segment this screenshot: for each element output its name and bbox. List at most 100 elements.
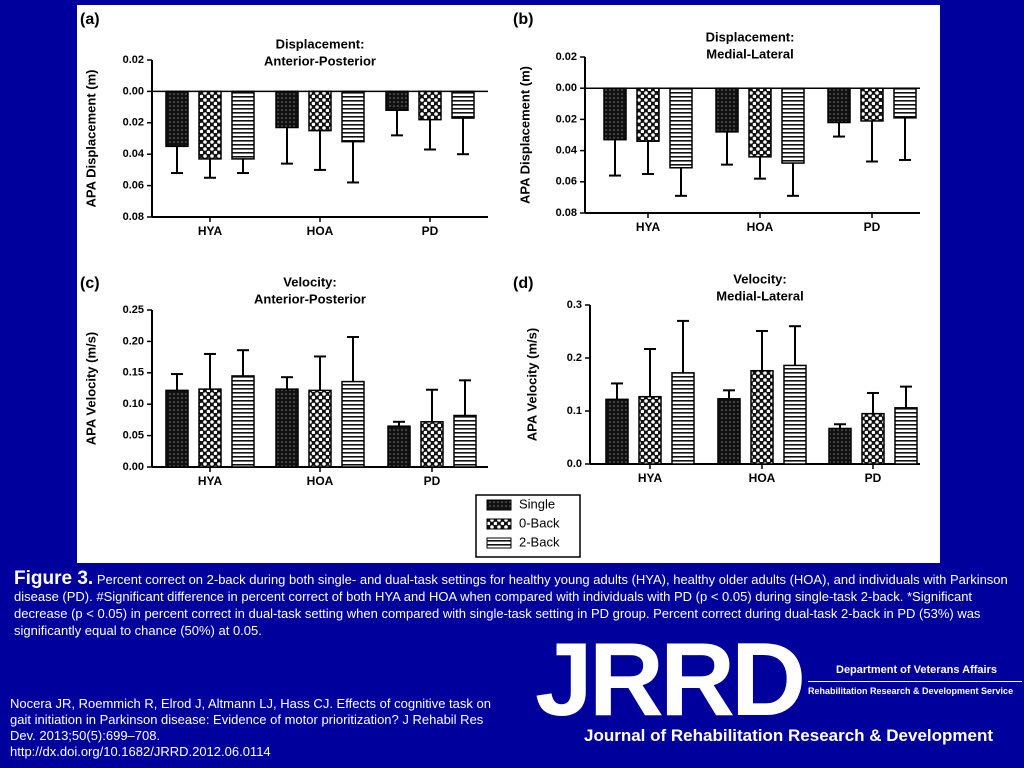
y-tick-label: 0.02	[123, 54, 144, 66]
y-tick-label: 0.00	[123, 85, 144, 97]
y-tick-label: 0.00	[123, 461, 144, 473]
bar	[165, 389, 189, 468]
y-tick-label: 0.15	[123, 367, 144, 379]
bar	[451, 90, 475, 119]
x-tick-label: HYA	[636, 220, 661, 234]
x-tick-label: HYA	[198, 474, 223, 488]
x-tick-label: HOA	[749, 471, 776, 485]
chart-title: Medial-Lateral	[716, 288, 803, 303]
y-axis-label: APA Displacement (m)	[517, 66, 532, 204]
bar	[341, 380, 365, 468]
bar	[308, 389, 332, 468]
bar	[671, 372, 695, 465]
logo-mark: JRRD	[535, 622, 806, 738]
panel-label: (d)	[513, 275, 533, 292]
chart-title: Displacement:	[706, 29, 795, 44]
logo-department: Department of Veterans Affairs	[836, 664, 997, 676]
x-tick-label: PD	[424, 474, 441, 488]
x-tick-label: HYA	[198, 224, 223, 238]
x-tick-label: PD	[865, 471, 882, 485]
y-tick-label: 0.10	[123, 398, 144, 410]
x-tick-label: HOA	[307, 474, 334, 488]
bar	[418, 90, 442, 121]
bar	[453, 414, 477, 468]
bar	[231, 375, 255, 468]
citation-doi: http://dx.doi.org/10.1682/JRRD.2012.06.0…	[10, 744, 271, 759]
bar	[387, 425, 411, 468]
logo-service: Rehabilitation Research & Development Se…	[808, 686, 1014, 696]
caption-text: Percent correct on 2-back during both si…	[14, 572, 1008, 638]
citation-text: Nocera JR, Roemmich R, Elrod J, Altmann …	[10, 696, 491, 743]
bar	[275, 388, 299, 468]
bar	[750, 369, 774, 465]
y-axis-label: APA Velocity (m/s)	[524, 328, 539, 441]
y-tick-label: 0.02	[123, 117, 144, 129]
bar	[165, 90, 189, 148]
bar	[717, 398, 741, 465]
bar	[636, 87, 660, 142]
chart-title: Anterior-Posterior	[254, 291, 366, 306]
bar	[231, 90, 255, 160]
bar	[669, 87, 693, 169]
bar	[748, 87, 772, 158]
caption-heading: Figure 3.	[14, 568, 94, 589]
legend-label: Single	[519, 496, 555, 511]
y-tick-label: 0.04	[556, 145, 578, 157]
y-tick-label: 0.06	[123, 180, 144, 192]
bar	[828, 427, 852, 465]
bar	[861, 412, 885, 465]
citation: Nocera JR, Roemmich R, Elrod J, Altmann …	[10, 696, 510, 760]
x-tick-label: HYA	[638, 471, 663, 485]
y-tick-label: 0.08	[123, 211, 144, 223]
panel-label: (c)	[80, 275, 100, 292]
bar	[198, 388, 222, 468]
y-tick-label: 0.08	[556, 207, 577, 219]
chart: (c) Velocity: Anterior-Posterior APA Veloci…	[80, 274, 488, 488]
y-tick-label: 0.25	[123, 304, 144, 316]
bar	[308, 90, 332, 132]
bar	[638, 395, 662, 465]
bar	[893, 87, 917, 119]
chart-title: Velocity:	[283, 274, 336, 289]
chart: (d) Velocity: Medial-Lateral APA Velocity (…	[513, 271, 920, 485]
legend-label: 0-Back	[519, 515, 560, 530]
bar	[275, 90, 299, 129]
legend: Single 0-Back 2-Back	[475, 494, 581, 558]
bar	[781, 87, 805, 164]
y-tick-label: 0.04	[123, 148, 145, 160]
y-tick-label: 0.00	[556, 82, 577, 94]
y-tick-label: 0.05	[123, 430, 144, 442]
panel-label: (b)	[513, 11, 533, 28]
bar	[420, 421, 444, 468]
legend-label: 2-Back	[519, 534, 560, 549]
chart-title: Velocity:	[733, 271, 786, 286]
bar	[605, 398, 629, 465]
y-axis-label: APA Velocity (m/s)	[83, 332, 98, 445]
panel-label: (a)	[80, 11, 100, 28]
x-tick-label: HOA	[747, 220, 774, 234]
bar	[783, 364, 807, 465]
chart: (a) Displacement: Anterior-Posterior APA Di…	[80, 11, 488, 238]
bar	[603, 87, 627, 141]
bar	[385, 90, 409, 111]
bar	[341, 90, 365, 143]
legend-swatch	[486, 537, 512, 549]
y-tick-label: 0.0	[567, 458, 582, 470]
legend-swatch	[486, 499, 512, 511]
x-tick-label: PD	[422, 224, 439, 238]
y-tick-label: 0.2	[567, 352, 582, 364]
legend-swatch	[486, 518, 512, 530]
y-tick-label: 0.02	[556, 51, 577, 63]
y-tick-label: 0.3	[567, 299, 582, 311]
y-tick-label: 0.1	[567, 405, 582, 417]
bar	[894, 407, 918, 465]
chart-title: Anterior-Posterior	[264, 53, 376, 68]
chart-title: Displacement:	[276, 36, 365, 51]
y-axis-label: APA Displacement (m)	[83, 70, 98, 208]
logo-rule	[808, 681, 1022, 682]
bar	[198, 90, 222, 160]
caption: Figure 3. Percent correct on 2-back duri…	[14, 568, 1014, 639]
logo-journal: Journal of Rehabilitation Research & Dev…	[584, 726, 994, 745]
